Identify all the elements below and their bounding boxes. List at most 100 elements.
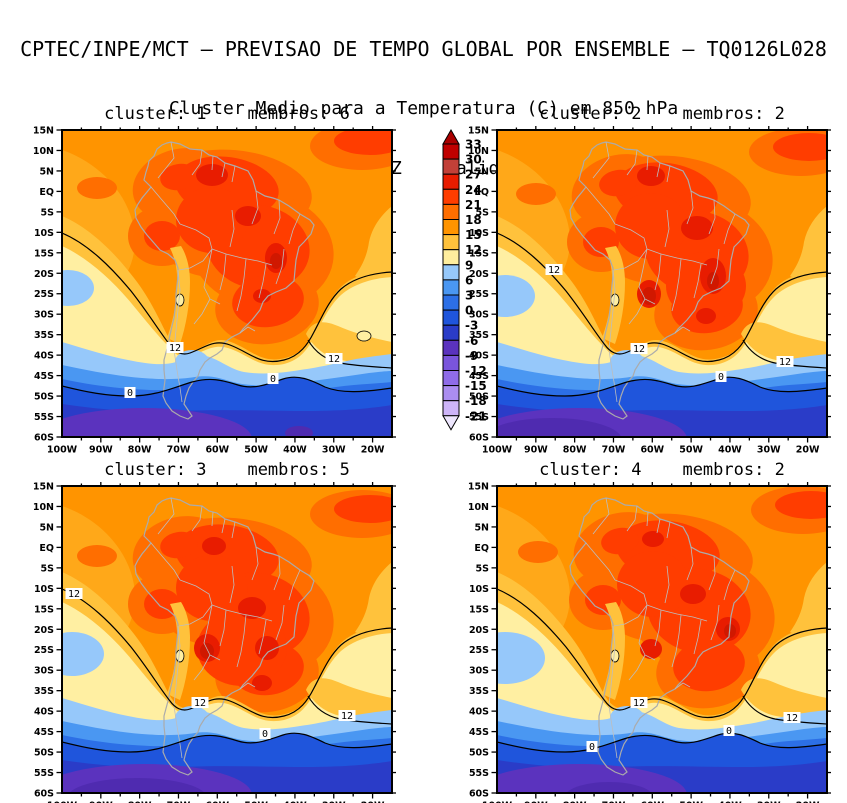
x-tick-label: 70W xyxy=(167,801,191,803)
colorbar-cell xyxy=(442,234,460,251)
y-tick-label: 35S xyxy=(34,330,54,341)
y-tick-label: 25S xyxy=(34,645,54,656)
y-tick-label: 5S xyxy=(41,563,55,574)
map-frame xyxy=(61,485,393,794)
x-tick-label: 20W xyxy=(361,801,385,803)
contour-line xyxy=(62,232,392,363)
y-tick-label: 60S xyxy=(469,433,489,444)
x-tick-label: 40W xyxy=(718,445,742,456)
warm-core xyxy=(77,490,392,713)
colorbar-level-label: 9 xyxy=(465,258,473,272)
colorbar-cell xyxy=(442,385,460,402)
contour-line xyxy=(497,588,827,719)
contour-label: 12 xyxy=(633,344,645,355)
contour-label: 0 xyxy=(718,372,724,383)
y-tick-label: 60S xyxy=(34,789,54,800)
y-tick-label: 5N xyxy=(474,522,489,533)
colorbar-cell xyxy=(442,324,460,341)
y-tick-label: 10S xyxy=(469,228,489,239)
contour-label-box xyxy=(338,710,356,721)
y-tick-label: 5N xyxy=(39,166,54,177)
y-tick-label: 10S xyxy=(34,228,54,239)
colorbar-level-label: 6 xyxy=(465,273,473,287)
x-tick-label: 90W xyxy=(89,801,113,803)
x-tick-label: 60W xyxy=(640,445,664,456)
y-tick-label: 25S xyxy=(469,289,489,300)
y-tick-label: 40S xyxy=(34,351,54,362)
map-area: 12 12 12 0 100W 90W 80W 70W 60W 50W 40W 30W 20W 15N 10… xyxy=(33,482,396,803)
contour-line xyxy=(497,232,827,363)
x-tick-label: 70W xyxy=(602,801,626,803)
contour-label: 12 xyxy=(169,343,181,354)
y-tick-label: 50S xyxy=(34,748,54,759)
contour-line xyxy=(497,376,827,397)
colorbar-level-label: 24 xyxy=(465,183,482,197)
colorbar-level-label: 27 xyxy=(465,168,482,182)
x-tick-label: 20W xyxy=(796,445,820,456)
y-tick-label: 45S xyxy=(469,727,489,738)
colorbar-level-label: -3 xyxy=(465,319,478,333)
colorbar-level-label: 18 xyxy=(465,213,482,227)
contour-label: 12 xyxy=(779,357,791,368)
warm-core xyxy=(516,130,827,351)
contour-line xyxy=(62,732,392,753)
y-tick-label: 40S xyxy=(469,707,489,718)
y-tick-label: 35S xyxy=(469,330,489,341)
y-tick-label: 45S xyxy=(469,371,489,382)
y-tick-label: 15S xyxy=(469,604,489,615)
contour-label-box xyxy=(267,373,279,384)
coastline xyxy=(569,141,750,420)
x-tick-label: 60W xyxy=(640,801,664,803)
y-tick-label: 10N xyxy=(33,146,54,157)
coastline xyxy=(134,141,315,420)
panel-title-cluster-3: cluster: 3 membros: 5 xyxy=(104,460,350,480)
colorbar-cell xyxy=(442,158,460,175)
y-tick-label: 50S xyxy=(469,748,489,759)
title-line1: CPTEC/INPE/MCT – PREVISAO DE TEMPO GLOBA… xyxy=(20,37,827,61)
y-tick-label: 45S xyxy=(34,371,54,382)
x-tick-label: 30W xyxy=(757,445,781,456)
x-tick-label: 60W xyxy=(205,801,229,803)
contour-label: 12 xyxy=(194,698,206,709)
y-tick-label: 10S xyxy=(34,584,54,595)
colorbar-cell xyxy=(442,264,460,281)
colorbar-level-label: 0 xyxy=(465,304,473,318)
x-tick-label: 80W xyxy=(128,801,152,803)
contour-label-box xyxy=(191,697,209,708)
map-panel-cluster-4: 12 12 0 0 100W 90W 80W 70W 60W 50W 40W 30W 20W 15N 10N… xyxy=(468,482,831,803)
contour-label: 12 xyxy=(633,698,645,709)
colorbar-cell xyxy=(442,143,460,160)
contour-line xyxy=(742,339,827,369)
colorbar-cell xyxy=(442,400,460,417)
y-tick-label: 30S xyxy=(34,666,54,677)
x-tick-label: 90W xyxy=(524,445,548,456)
y-tick-label: 5S xyxy=(41,207,55,218)
y-tick-label: EQ xyxy=(474,543,489,554)
contour-label-box xyxy=(586,741,598,752)
y-tick-label: 50S xyxy=(34,392,54,403)
y-tick-label: 30S xyxy=(469,310,489,321)
contour-line xyxy=(742,695,827,725)
map-area: 12 12 12 0 100W 90W 80W 70W 60W 50W 40W 30W 20W 15N 10… xyxy=(468,126,831,456)
x-tick-label: 20W xyxy=(361,445,385,456)
contour-label-box xyxy=(259,728,271,739)
colorbar-level-label: 30 xyxy=(465,153,482,167)
x-tick-label: 100W xyxy=(482,801,513,803)
colorbar-cell xyxy=(442,188,460,205)
y-tick-label: 55S xyxy=(469,412,489,423)
colorbar-arrow-top xyxy=(442,128,460,145)
y-tick-label: 15S xyxy=(34,604,54,615)
contour-label: 0 xyxy=(589,742,595,753)
y-tick-label: 10N xyxy=(468,146,489,157)
y-tick-label: 35S xyxy=(34,686,54,697)
contour-label: 12 xyxy=(548,265,560,276)
y-tick-label: 15S xyxy=(469,248,489,259)
contour-label-box xyxy=(630,697,648,708)
contour-label-box xyxy=(776,356,794,367)
x-tick-label: 50W xyxy=(679,445,703,456)
contour-line xyxy=(62,588,392,719)
y-tick-label: 10N xyxy=(468,502,489,513)
x-tick-label: 80W xyxy=(563,445,587,456)
contour-label-box xyxy=(325,353,343,364)
colorbar-cell xyxy=(442,354,460,371)
